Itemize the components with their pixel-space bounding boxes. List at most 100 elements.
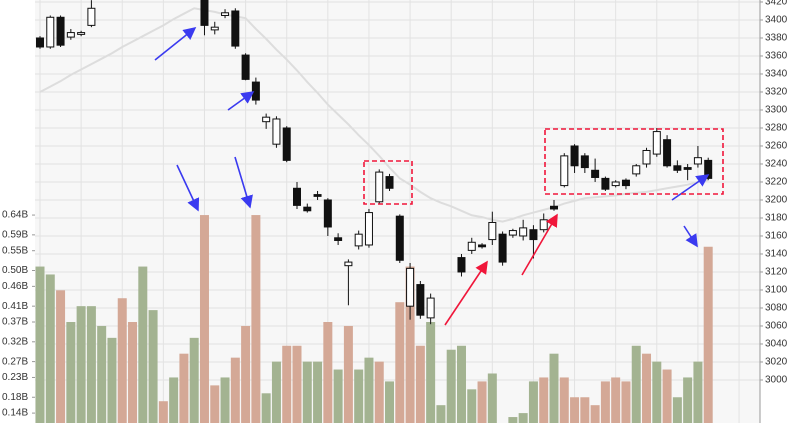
volume-bar (313, 361, 323, 423)
volume-bar (364, 357, 374, 423)
volume-bar (251, 215, 261, 423)
candle-body (591, 169, 600, 178)
y-tick-label: 3320 (765, 87, 788, 98)
volume-bar (179, 353, 189, 423)
y-tick-label: 3240 (765, 159, 788, 170)
candle-body (221, 12, 230, 16)
volume-bar (241, 325, 251, 423)
volume-bar (662, 369, 672, 423)
volume-bar (97, 325, 107, 423)
candle-body (262, 116, 271, 123)
volume-bar (271, 361, 281, 423)
candle-body (364, 212, 373, 246)
y-tick-label: 3100 (765, 285, 788, 296)
arrow (227, 91, 255, 111)
annotations (154, 27, 724, 326)
volume-bar (66, 322, 76, 423)
volume-bar (559, 377, 569, 423)
y-tick-label: 3360 (765, 51, 788, 62)
y-tick-label: 3200 (765, 195, 788, 206)
volume-bar (590, 405, 600, 423)
candle-body (580, 155, 589, 169)
volume-bar (539, 377, 549, 423)
candle-body (241, 54, 250, 80)
volume-bar (436, 405, 446, 423)
volume-bar (35, 266, 45, 423)
candle-body (385, 176, 394, 189)
candle-body (323, 199, 332, 228)
candle-body (570, 145, 579, 167)
candle-body (426, 297, 435, 319)
candle-body (66, 32, 75, 38)
candle-body (406, 267, 415, 307)
volume-bar (107, 337, 117, 423)
volume-bar (230, 357, 240, 423)
candle-body (498, 233, 507, 263)
candle-body (673, 165, 682, 171)
candle-body (77, 32, 86, 35)
arrow (683, 225, 698, 248)
candle-body (539, 219, 548, 231)
arrow (671, 174, 710, 201)
candle-body (488, 221, 497, 241)
arrow (521, 213, 558, 276)
candle-body (519, 227, 528, 237)
y-tick-label: 3300 (765, 105, 788, 116)
y2-tick-label: 0.27B (2, 356, 28, 367)
volume-bar (703, 246, 713, 423)
candle-body (87, 7, 96, 26)
highlight-box (363, 160, 413, 205)
volume-bar (487, 373, 497, 423)
candle-body (46, 16, 55, 48)
candle-body (467, 241, 476, 251)
candle-body (334, 237, 343, 241)
candle-body (457, 257, 466, 273)
volume-bar (631, 345, 641, 423)
volume-bar (683, 377, 693, 423)
volume-bar (220, 377, 230, 423)
volume-bar (169, 377, 179, 423)
candle-body (251, 81, 260, 101)
y2-tick-label: 0.14B (2, 408, 28, 419)
y-tick-label: 3420 (765, 0, 788, 8)
volume-bar (158, 401, 168, 423)
volume-bar (86, 306, 96, 423)
y2-tick-label: 0.41B (2, 301, 28, 312)
volume-bar (672, 397, 682, 423)
volume-bar (456, 345, 466, 423)
y2-tick-label: 0.46B (2, 281, 28, 292)
volume-bar (323, 322, 333, 423)
volume-bar (45, 274, 55, 423)
candle-body (313, 194, 322, 197)
volume-bar (467, 389, 477, 423)
volume-bar (528, 381, 538, 423)
volume-bar (580, 397, 590, 423)
candle-body (344, 261, 353, 267)
candle-body (56, 16, 65, 46)
y-tick-label: 3080 (765, 303, 788, 314)
candle-body (303, 206, 312, 212)
volume-bar (343, 325, 353, 423)
candle-body (601, 177, 610, 190)
y-tick-label: 3380 (765, 33, 788, 44)
volume-bar (395, 302, 405, 423)
volume-bar (374, 361, 384, 423)
volume-bar (570, 397, 580, 423)
candle-body (632, 165, 641, 175)
volume-bar (621, 381, 631, 423)
volume-bar (518, 413, 528, 423)
volume-bar (611, 377, 621, 423)
moving-average (39, 7, 709, 223)
candle-body (693, 157, 702, 165)
candle-body (652, 131, 661, 155)
y-tick-label: 3020 (765, 357, 788, 368)
candle-body (293, 187, 301, 206)
candle-body (210, 26, 219, 31)
candle-body (642, 149, 651, 165)
candle-body (550, 205, 558, 210)
y-tick-label: 3040 (765, 339, 788, 350)
volume-bar (508, 417, 518, 423)
volume-bar (138, 266, 148, 423)
volume-bar (56, 290, 66, 423)
